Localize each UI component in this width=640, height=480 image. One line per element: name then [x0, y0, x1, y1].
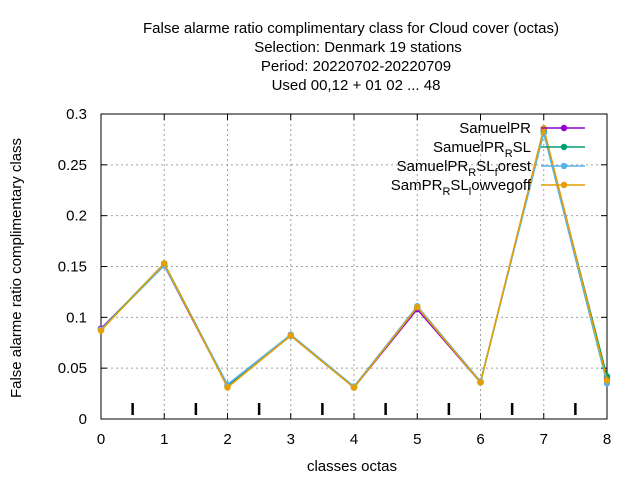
series-line [100, 128, 608, 389]
x-tick-label: 6 [476, 431, 484, 448]
data-point [350, 384, 358, 391]
legend-swatch-point [560, 181, 568, 189]
x-tick-label: 5 [413, 431, 421, 448]
plot-frame [100, 113, 608, 420]
legend-swatch-point [560, 143, 568, 151]
legend-label: SamPRRSLlowvegoff [391, 177, 532, 198]
x-tick-label: 4 [350, 431, 358, 448]
legend: SamuelPR SamuelPRRSLSamuelPRRSLforestSamP… [391, 120, 585, 198]
legend-item-4: SamPRRSLlowvegoff [391, 177, 585, 198]
data-point [414, 303, 421, 311]
data-point [224, 384, 231, 391]
legend-item-3: SamuelPRRSLforest [397, 158, 585, 179]
data-point [477, 379, 484, 386]
tick-labels: 0 1 2 3 4 5 6 7 8 0 0.05 0.1 0.15 0.2 0.25 0.3 [58, 106, 611, 448]
y-tick-label: 0.1 [66, 309, 87, 326]
legend-label: SamuelPR [459, 120, 531, 137]
minor-ticks [131, 403, 577, 415]
y-tick-label: 0.05 [58, 360, 87, 377]
y-axis-label: False alarme ratio complimentary class [8, 138, 25, 398]
series-line [100, 129, 608, 389]
x-tick-label: 0 [97, 431, 105, 448]
legend-label: SamuelPRRSL [433, 139, 531, 160]
legend-swatch-point [560, 124, 568, 132]
legend-item-2: SamuelPRRSL [433, 139, 585, 160]
y-tick-label: 0 [79, 411, 87, 428]
data-point [97, 327, 105, 334]
data-point [603, 377, 611, 384]
legend-swatch-point [560, 162, 568, 170]
title-line-2: Selection: Denmark 19 stations [254, 39, 462, 56]
data-point [161, 260, 168, 267]
x-tick-label: 3 [287, 431, 295, 448]
grid [100, 113, 608, 420]
y-tick-label: 0.2 [66, 208, 87, 225]
x-tick-label: 1 [160, 431, 168, 448]
y-tick-label: 0.25 [58, 157, 87, 174]
x-tick-label: 8 [603, 431, 611, 448]
title-line-3: Period: 20220702-20220709 [261, 58, 451, 75]
data-point [287, 332, 294, 339]
x-axis-label: classes octas [307, 458, 397, 475]
x-tick-label: 2 [223, 431, 231, 448]
x-tick-label: 7 [540, 431, 548, 448]
legend-item-1: SamuelPR [459, 120, 585, 137]
legend-label: SamuelPRRSLforest [397, 158, 532, 179]
y-tick-label: 0.3 [66, 106, 87, 123]
title-line-4: Used 00,12 + 01 02 ... 48 [272, 77, 441, 94]
y-tick-label: 0.15 [58, 259, 87, 276]
title-line-1: False alarme ratio complimentary class f… [143, 20, 559, 37]
